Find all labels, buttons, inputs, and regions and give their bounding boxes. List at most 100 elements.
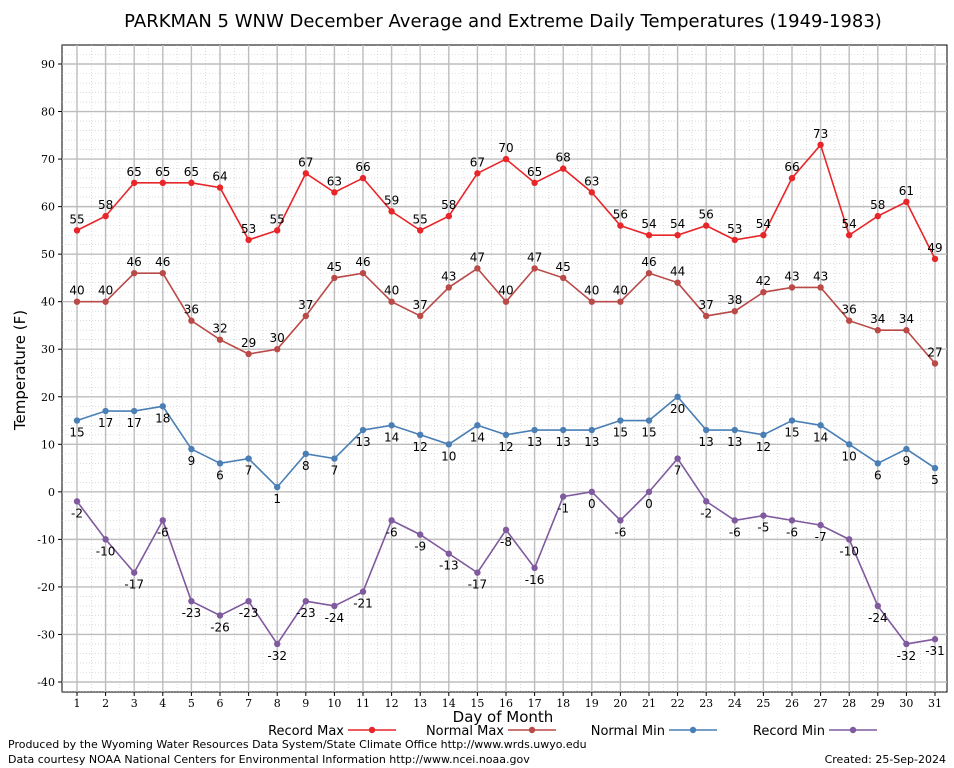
y-tick-label: 70 [41,153,55,166]
data-point [645,231,653,239]
data-point [903,640,910,648]
data-point [617,517,624,524]
data-point [274,483,281,491]
data-point [102,212,109,220]
data-label: 7 [245,464,253,478]
data-point [274,227,281,234]
data-label: 29 [241,336,256,350]
data-point [245,350,252,358]
data-point [359,588,367,595]
data-label: 32 [212,322,227,336]
data-label: 43 [813,269,828,283]
data-point [760,431,767,438]
data-point [674,231,681,239]
data-label: 9 [188,454,196,468]
data-label: -1 [557,502,569,516]
data-point [703,312,710,320]
data-label: 34 [870,312,885,326]
data-label: 40 [498,284,513,298]
data-label: 73 [813,127,828,141]
data-point [817,141,824,149]
data-label: 65 [127,165,142,179]
data-label: 54 [641,217,656,231]
data-label: 18 [155,411,170,425]
data-point [302,450,309,458]
data-label: -32 [897,649,917,663]
data-point [731,517,738,524]
data-point [445,284,452,291]
data-label: 0 [588,497,596,511]
data-label: 36 [184,303,199,317]
data-label: 47 [470,250,485,264]
data-point [102,298,109,305]
data-point [846,441,853,448]
data-label: 13 [699,435,714,449]
data-label: 15 [613,426,628,440]
data-point [216,612,224,619]
data-point [474,170,481,177]
data-label: 44 [670,265,685,279]
data-point [359,174,367,182]
data-label: 6 [216,468,224,482]
data-label: -7 [815,530,827,544]
data-label: 59 [384,193,399,207]
data-point [188,179,195,187]
x-tick-label: 2 [102,697,109,710]
x-tick-label: 23 [699,697,713,710]
data-label: 43 [784,269,799,283]
data-label: 27 [927,345,942,359]
data-point [159,269,166,277]
data-label: 61 [899,184,914,198]
data-label: 37 [298,298,313,312]
data-point [188,445,195,453]
data-label: 53 [241,222,256,236]
data-label: -24 [325,611,345,625]
data-label: 47 [527,250,542,264]
data-label: 65 [155,165,170,179]
x-tick-label: 30 [899,697,913,710]
data-point [73,417,81,424]
data-label: 12 [756,440,771,454]
chart-title: PARKMAN 5 WNW December Average and Extre… [124,11,882,32]
data-label: 70 [498,141,513,155]
data-point [302,312,309,320]
legend-item-record-max: Record Max [268,724,396,739]
data-point [903,445,910,453]
data-point [846,317,853,324]
data-label: 46 [355,255,370,269]
data-label: -6 [614,525,626,539]
data-point [531,265,538,272]
data-label: -2 [700,506,712,520]
x-tick-label: 6 [217,697,224,710]
data-point [102,407,109,415]
legend-item-record-min: Record Min [753,724,877,739]
data-point [502,155,510,163]
y-tick-label: 30 [41,343,55,356]
data-point [131,407,138,415]
data-point [645,269,653,277]
data-label: 10 [842,449,857,463]
data-point [445,550,452,557]
data-label: 40 [69,284,84,298]
x-tick-label: 26 [785,697,799,710]
x-tick-label: 19 [585,697,599,710]
data-label: 64 [212,170,227,184]
data-point [73,227,81,234]
data-label: 10 [441,449,456,463]
x-tick-label: 12 [385,697,399,710]
data-point [474,569,481,576]
legend-item-normal-max: Normal Max [426,724,556,739]
footer-data-courtesy: Data courtesy NOAA National Centers for … [8,753,530,766]
data-point [188,597,195,605]
data-point [731,236,738,244]
data-point [131,179,138,187]
data-label: 13 [355,435,370,449]
data-label: -6 [157,525,169,539]
data-point [245,455,252,462]
data-label: 17 [98,416,113,430]
data-label: -23 [182,606,202,620]
data-label: -23 [239,606,259,620]
x-tick-label: 8 [274,697,281,710]
